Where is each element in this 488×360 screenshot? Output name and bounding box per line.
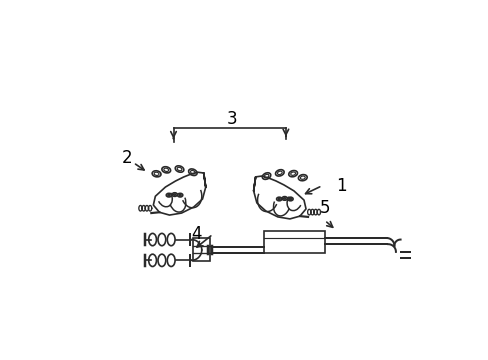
Text: 4: 4 <box>191 225 202 243</box>
Text: 2: 2 <box>122 149 132 167</box>
Bar <box>193 238 210 261</box>
Text: 1: 1 <box>336 177 346 195</box>
Bar <box>264 231 324 253</box>
Text: 5: 5 <box>319 199 329 217</box>
Text: 3: 3 <box>226 110 237 128</box>
